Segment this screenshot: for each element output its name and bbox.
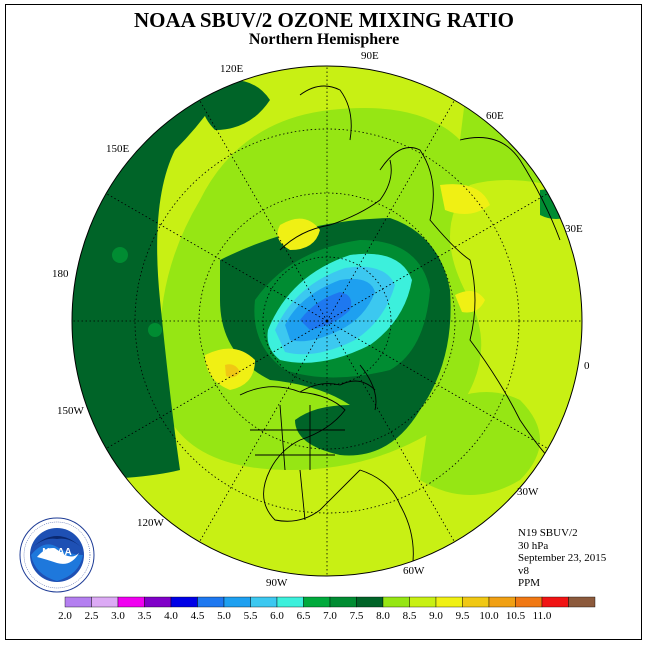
colorbar-label: 10.0 [479, 610, 499, 622]
colorbar-box [329, 596, 357, 608]
colorbar-label: 7.0 [323, 610, 337, 622]
colorbar-label: 6.5 [297, 610, 311, 622]
lon-label-150w: 150W [57, 405, 84, 417]
logo-text: NOAA [42, 547, 71, 558]
satellite-label: N19 SBUV/2 [518, 527, 578, 539]
date-label: September 23, 2015 [518, 552, 607, 564]
ozone-field-8-5 [440, 184, 490, 214]
ozone-field-9 [225, 364, 240, 378]
colorbar-box [382, 596, 410, 608]
meridian-line [326, 320, 455, 543]
ozone-field-6-5 [112, 247, 128, 263]
meridian-line [326, 99, 455, 322]
lon-label-30w: 30W [517, 486, 539, 498]
colorbar-box [515, 596, 543, 608]
colorbar-box [303, 596, 331, 608]
colorbar-box [356, 596, 384, 608]
colorbar-box [488, 596, 516, 608]
colorbar-label: 9.0 [429, 610, 443, 622]
colorbar-label: 8.5 [403, 610, 417, 622]
map-title: NOAA SBUV/2 OZONE MIXING RATIO [134, 8, 514, 32]
colorbar-box [568, 596, 596, 608]
lon-label-60w: 60W [403, 565, 425, 577]
colorbar-label: 11.0 [533, 610, 552, 622]
colorbar-box [144, 596, 172, 608]
lon-label-0: 0 [584, 360, 590, 372]
colorbar-box [170, 596, 198, 608]
meridian-line [199, 320, 328, 543]
figure-frame [5, 4, 642, 640]
colorbar-label: 5.0 [217, 610, 231, 622]
map-boundary [71, 65, 583, 577]
colorbar-label: 2.0 [58, 610, 72, 622]
ozone-field-8-5 [455, 291, 485, 313]
meridian-line [199, 99, 328, 322]
colorbar-label: 3.0 [111, 610, 125, 622]
colorbar-box [64, 596, 92, 608]
info-block: N19 SBUV/2 30 hPa September 23, 2015 v8 … [518, 527, 606, 590]
ozone-field-8-5 [277, 218, 320, 250]
lon-label-150e: 150E [106, 143, 130, 155]
noaa-logo: NOAA [19, 517, 95, 593]
colorbar-label: 2.5 [85, 610, 99, 622]
colorbar-box [250, 596, 278, 608]
ozone-field-4-5 [300, 292, 352, 330]
lon-label-90e: 90E [361, 50, 379, 62]
colorbar-box [91, 596, 119, 608]
ozone-field-7 [201, 80, 270, 130]
meridian-line [105, 320, 328, 449]
colorbar-box [276, 596, 304, 608]
meridian-line [105, 193, 328, 322]
units-label: PPM [518, 577, 541, 589]
colorbar-box [117, 596, 145, 608]
colorbar-label: 6.0 [270, 610, 284, 622]
colorbar-box [197, 596, 225, 608]
colorbar-label: 10.5 [506, 610, 526, 622]
colorbar-label: 5.5 [244, 610, 258, 622]
lon-label-60e: 60E [486, 110, 504, 122]
colorbar-label: 8.0 [376, 610, 390, 622]
colorbar-label: 4.5 [191, 610, 205, 622]
lon-label-120e: 120E [220, 63, 244, 75]
version-label: v8 [518, 564, 529, 577]
colorbar-label: 3.5 [138, 610, 152, 622]
colorbar-box [541, 596, 569, 608]
ozone-field-6-5 [148, 323, 162, 337]
meridian-line [326, 193, 549, 322]
map-subtitle: Northern Hemisphere [248, 31, 400, 48]
colorbar-box [409, 596, 437, 608]
lon-label-180: 180 [52, 268, 69, 280]
colorbar-box [435, 596, 463, 608]
lon-label-90w: 90W [266, 577, 288, 589]
colorbar-label: 4.0 [164, 610, 178, 622]
lon-label-30e: 30E [565, 223, 583, 235]
colorbar-box [462, 596, 490, 608]
coastlines [239, 85, 561, 576]
colorbar-box [223, 596, 251, 608]
level-label: 30 hPa [518, 539, 549, 552]
ozone-field-7-5 [420, 392, 540, 495]
colorbar-label: 9.5 [456, 610, 470, 622]
colorbar-label: 7.5 [350, 610, 364, 622]
meridian-line [326, 320, 549, 449]
lon-label-120w: 120W [137, 517, 164, 529]
